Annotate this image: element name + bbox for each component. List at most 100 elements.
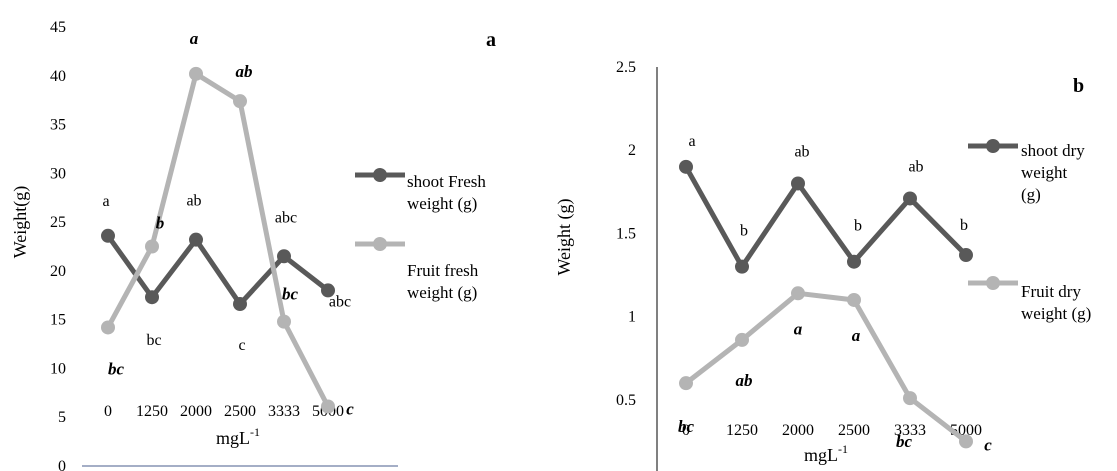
panel-b-legend-1-swatch-marker (986, 276, 1000, 290)
panel-b-plot: 00.511.522.5012502000250033335000ababbab… (616, 59, 1091, 471)
panel-a-series-0-sig-label: ab (186, 193, 201, 210)
panel-b-series-0-sig-label: b (854, 218, 862, 235)
panel-a-series-1-sig-label: a (190, 29, 199, 48)
panel-b-series-1-point (903, 391, 917, 406)
panel-b-x-axis-title-main: mgL (804, 445, 838, 465)
panel-b-series-1-point (847, 292, 861, 307)
panel-b-legend-0-text-line: (g) (1021, 185, 1041, 204)
panel-a-legend-1-text-line: weight (g) (407, 283, 477, 302)
panel-b-series-1-sig-label: a (794, 319, 803, 338)
panel-a-x-axis-title-main: mgL (216, 428, 250, 448)
panel-a-y-axis-title: Weight(g) (10, 186, 31, 259)
panel-a-series-1-sig-label: bc (282, 285, 299, 304)
panel-a-series-0-point (101, 228, 115, 243)
panel-b-x-axis-title-sup: -1 (838, 442, 848, 456)
panel-a-plot: 051015202530354045012502000250033335000a… (50, 19, 486, 471)
panel-a-y-tick-label: 35 (50, 117, 66, 134)
panel-a-y-tick-label: 0 (58, 458, 66, 471)
panel-a-series-0-point (321, 283, 335, 298)
panel-a-series-1-sig-label: ab (236, 62, 253, 81)
panel-b-series-0-sig-label: ab (794, 143, 809, 160)
panel-b-y-axis-title: Weight (g) (554, 198, 575, 275)
panel-a-legend-1-text: Fruit fresh weight (g) (407, 261, 479, 302)
panel-a-x-axis-title: mgL-1 (216, 425, 260, 448)
panel-b-series-0-point (847, 254, 861, 269)
panel-a-series-1-point (189, 66, 203, 81)
panel-a-x-tick-label: 0 (104, 403, 112, 420)
panel-b-x-tick-label: 1250 (726, 422, 758, 439)
panel-b-series-0-line (683, 165, 968, 272)
panel-a-series-0-sig-label: c (238, 337, 245, 354)
panel-b-series-0-point (903, 191, 917, 206)
panel-b-series-1-sig-label: c (984, 435, 992, 454)
panel-b-series-0-sig-label: ab (908, 158, 923, 175)
panel-b-series-1-sig-label: bc (896, 432, 913, 451)
panel-a-y-tick-label: 45 (50, 19, 66, 36)
panel-b-series-0-point (791, 176, 805, 191)
panel-a-legend-1-swatch-marker (373, 237, 387, 251)
panel-a-series-0-point (233, 297, 247, 312)
panel-b-series-1-point (791, 286, 805, 301)
panel-a-legend-0-text-line: shoot Fresh (407, 172, 486, 191)
panel-a-series-0-point (145, 290, 159, 305)
panel-a-series-0-point (189, 232, 203, 247)
panel-b-y-tick-label: 1.5 (616, 225, 636, 242)
panel-a-y-tick-label: 30 (50, 165, 66, 182)
panel-a-y-tick-label: 40 (50, 68, 66, 85)
panel-a-series-0-sig-label: bc (146, 332, 161, 349)
panel-b-series-1-sig-label: ab (736, 371, 753, 390)
panel-b-legend-0-text-line: shoot dry (1021, 141, 1085, 160)
panel-b-series-1-point (735, 332, 749, 347)
panel-b-legend-0-text-line: weight (1021, 163, 1068, 182)
panel-b-x-axis-title: mgL-1 (804, 442, 848, 465)
panel-b-series-0-sig-label: a (688, 133, 695, 150)
panel-a-y-tick-label: 15 (50, 312, 66, 329)
panel-b-legend-0-swatch-marker (986, 139, 1000, 153)
panel-b-series-1-sig-label: bc (678, 417, 695, 436)
panel-a-legend-1-text-line: Fruit fresh (407, 261, 479, 280)
panel-a-series-0-point (277, 249, 291, 264)
panel-b-y-tick-label: 2.5 (616, 59, 636, 76)
panel-a-series-1-point (145, 239, 159, 254)
panel-b-series-0-point (679, 159, 693, 174)
panel-a-x-axis-title-sup: -1 (250, 425, 260, 439)
panel-a-legend-0-swatch-marker (373, 168, 387, 182)
panel-a-x-tick-label: 2500 (224, 403, 256, 420)
panel-b-legend-1-text: Fruit dry weight (g) (1021, 282, 1091, 323)
panel-b-x-tick-label: 2000 (782, 422, 814, 439)
panel-a-series-0-sig-label: abc (275, 209, 297, 226)
panel-a-series-1-point (233, 94, 247, 109)
panel-b-label: b (1073, 75, 1084, 97)
panel-b-series-0-point (959, 248, 973, 263)
panel-b-series-1-line (684, 290, 968, 444)
panel-b-x-tick-label: 2500 (838, 422, 870, 439)
panel-a-legend-0-text-line: weight (g) (407, 194, 477, 213)
panel-b-series-0-sig-label: b (740, 223, 748, 240)
panel-a-legend-0-text: shoot Fresh weight (g) (407, 172, 486, 213)
panel-b-legend-0-text: shoot dry weight (g) (1021, 141, 1085, 204)
panel-a-x-tick-label: 3333 (268, 403, 300, 420)
panel-b-y-tick-label: 0.5 (616, 392, 636, 409)
panel-b-series-1-point (959, 434, 973, 449)
panel-b-y-tick-label: 2 (628, 142, 636, 159)
panel-a-series-1-point (321, 399, 335, 414)
panel-a-y-tick-label: 20 (50, 263, 66, 280)
panel-a-x-tick-label: 2000 (180, 403, 212, 420)
panel-b-x-tick-label: 0 (682, 422, 690, 439)
panel-a-series-1-sig-label: bc (108, 359, 125, 378)
panel-a-label: a (486, 29, 496, 51)
panel-b-series-0-point (735, 259, 749, 274)
panel-b-series-1-point (679, 376, 693, 391)
panel-b-series-1-sig-label: a (852, 326, 861, 345)
panel-a-series-1-point (277, 314, 291, 329)
panel-a-series-1-point (101, 320, 115, 335)
panel-a-y-tick-label: 25 (50, 214, 66, 231)
panel-b-legend-1-text-line: weight (g) (1021, 304, 1091, 323)
panel-a-series-0-line (105, 234, 330, 309)
panel-b-series-0-sig-label: b (960, 217, 968, 234)
panel-b-legend-1-text-line: Fruit dry (1021, 282, 1081, 301)
panel-b-x-tick-label: 3333 (894, 422, 926, 439)
panel-a-series-0-sig-label: a (102, 193, 109, 210)
panel-a-series-0-sig-label: abc (329, 293, 351, 310)
